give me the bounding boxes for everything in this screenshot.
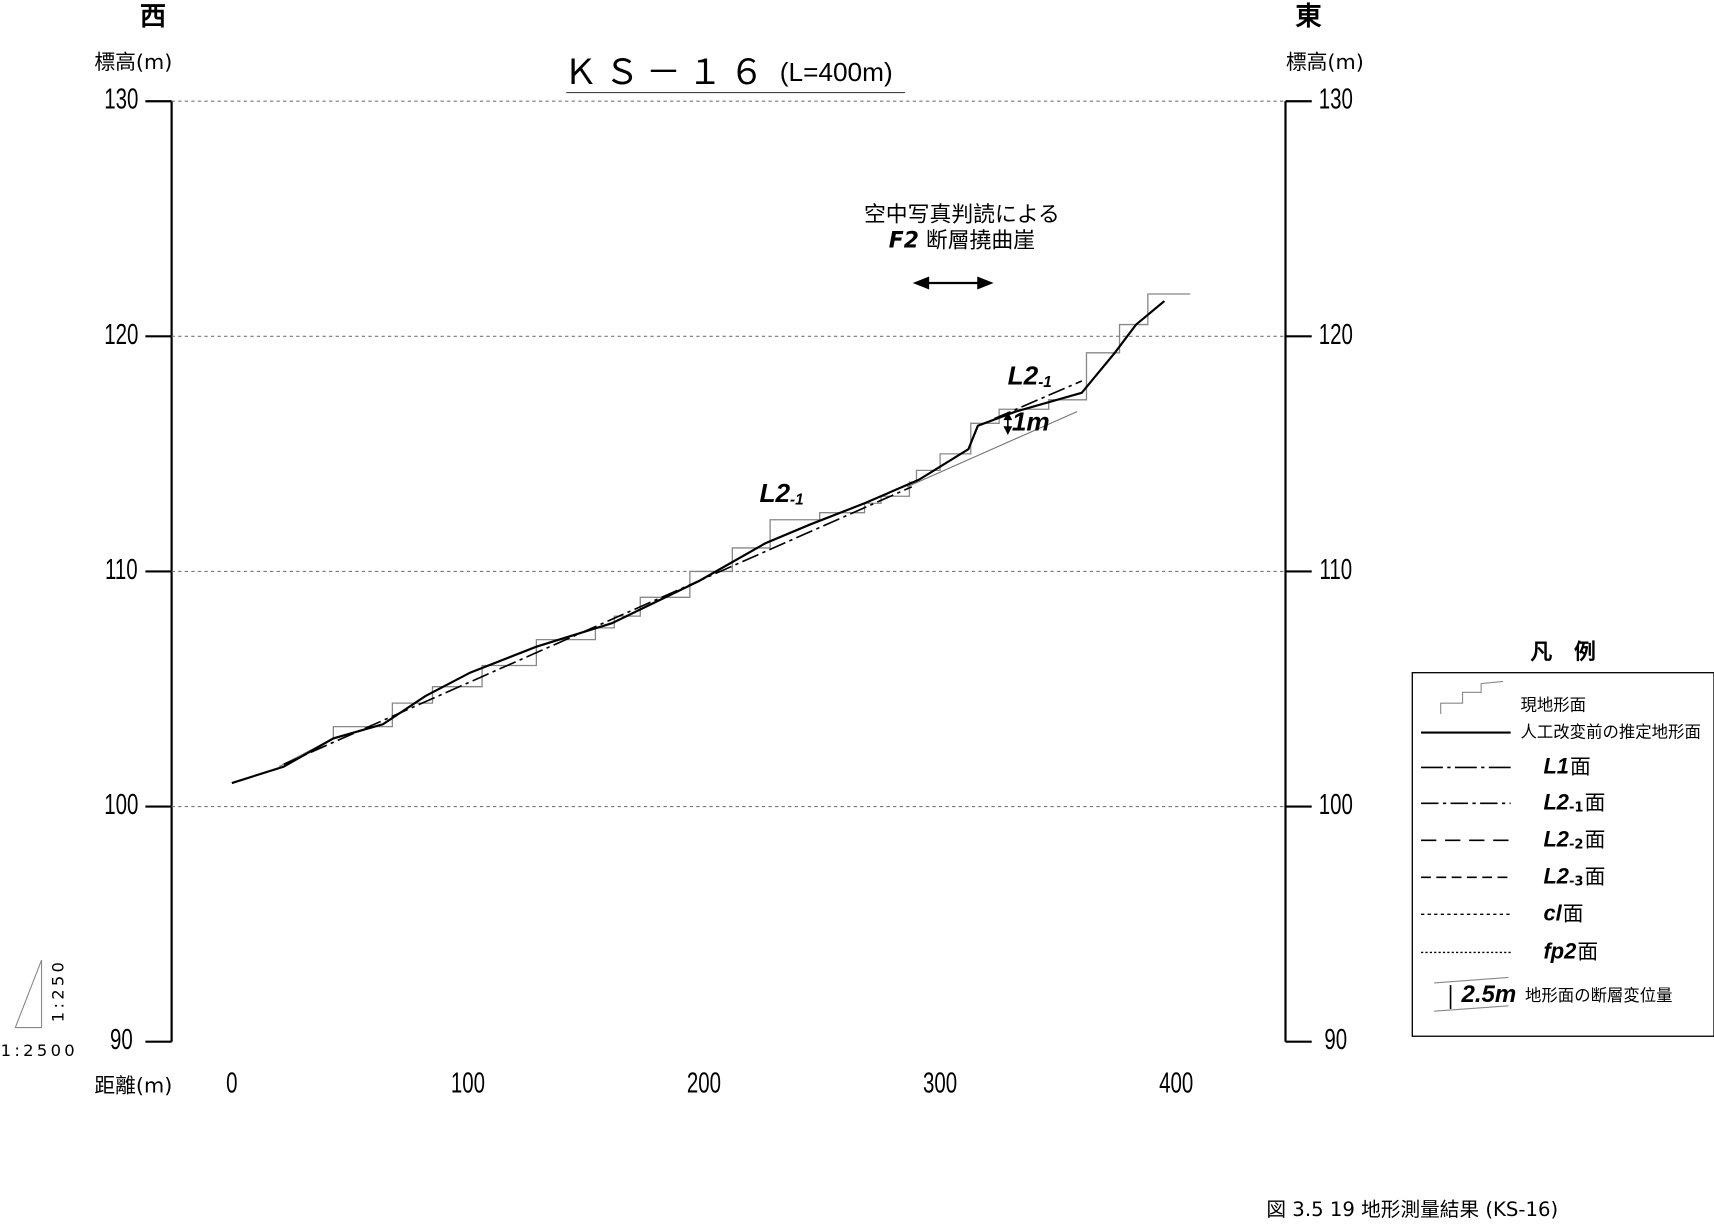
east-label: 東 bbox=[1295, 2, 1322, 32]
series-line bbox=[906, 411, 1078, 488]
scale-triangle bbox=[14, 959, 43, 1029]
legend-label-main: 2.5m bbox=[1460, 981, 1516, 1008]
y-tick-label: 90 bbox=[110, 1025, 133, 1056]
legend-label: 現地形面 bbox=[1521, 695, 1587, 714]
legend-sample bbox=[1434, 1005, 1509, 1012]
x-tick-label: 0 bbox=[226, 1069, 237, 1100]
surface-label-sub: -1 bbox=[1038, 374, 1052, 391]
surface-label: L2-1 bbox=[1008, 361, 1052, 392]
y2-tick-label: 130 bbox=[1319, 85, 1353, 116]
y2-tick-label: 120 bbox=[1319, 320, 1353, 351]
legend-label-main: L2 bbox=[1543, 863, 1568, 888]
surface-label-sub: -1 bbox=[790, 492, 804, 509]
legend-label-text: 面 bbox=[1577, 939, 1598, 963]
legend-label-text: 面 bbox=[1585, 790, 1606, 814]
legend-label: fp2面 bbox=[1543, 938, 1598, 963]
legend-label-text: 面 bbox=[1563, 901, 1584, 925]
legend-label-sub: -1 bbox=[1569, 800, 1584, 815]
legend-title: 凡 例 bbox=[1530, 640, 1596, 665]
fault-arrow bbox=[912, 276, 994, 290]
surface-label: L2 bbox=[759, 478, 790, 508]
west-label: 西 bbox=[140, 2, 166, 32]
legend-label: L2-2面 bbox=[1543, 826, 1605, 852]
chart-title: ＫＳ－１６ bbox=[563, 53, 771, 93]
x-tick-label: 100 bbox=[451, 1069, 485, 1100]
legend-label-text: 面 bbox=[1570, 754, 1591, 778]
legend-sample bbox=[1440, 680, 1504, 715]
series-line bbox=[994, 380, 1083, 420]
chart-subtitle: (L=400m) bbox=[780, 57, 893, 87]
legend-label-main: fp2 bbox=[1543, 938, 1576, 963]
scale-vertical: 1:250 bbox=[49, 959, 68, 1022]
displacement-label: 1m bbox=[1012, 406, 1050, 436]
legend-label: L1面 bbox=[1543, 753, 1590, 778]
annotation: F2 断層撓曲崖 bbox=[889, 229, 1035, 254]
legend-label-text: 現地形面 bbox=[1521, 695, 1587, 714]
y-tick-label: 130 bbox=[104, 85, 138, 116]
legend-label-text: 面 bbox=[1585, 827, 1606, 851]
surface-label: L2 bbox=[1008, 361, 1039, 391]
y-tick-label: 110 bbox=[105, 555, 138, 586]
annotation: 断層撓曲崖 bbox=[926, 229, 1035, 254]
legend-label-main: L2 bbox=[1543, 826, 1568, 851]
y2-axis-label: 標高(m) bbox=[1286, 50, 1364, 74]
legend-label: 人工改変前の推定地形面 bbox=[1521, 722, 1701, 741]
y2-tick-label: 110 bbox=[1319, 555, 1352, 586]
y2-tick-label: 100 bbox=[1319, 790, 1353, 821]
x-tick-label: 400 bbox=[1159, 1069, 1193, 1100]
series-line bbox=[283, 486, 913, 766]
x-axis-label: 距離(m) bbox=[94, 1073, 172, 1097]
legend-label: L2-3面 bbox=[1543, 863, 1605, 889]
legend-label-text: 面 bbox=[1585, 864, 1606, 888]
annotation: 空中写真判読による bbox=[864, 203, 1060, 228]
legend-label-main: cl bbox=[1543, 900, 1562, 925]
legend-label-text: 地形面の断層変位量 bbox=[1525, 985, 1673, 1004]
series-line bbox=[278, 293, 1191, 768]
legend-label: L2-1面 bbox=[1543, 789, 1605, 815]
legend-label-text: 人工改変前の推定地形面 bbox=[1521, 722, 1701, 741]
legend-label: cl面 bbox=[1543, 900, 1583, 925]
legend-label: 2.5m 地形面の断層変位量 bbox=[1460, 981, 1672, 1008]
x-tick-label: 200 bbox=[687, 1069, 721, 1100]
legend-label-main: L2 bbox=[1543, 789, 1568, 814]
caption: 図 3.5 19 地形測量結果 (KS-16) bbox=[1266, 1198, 1558, 1221]
series-line bbox=[231, 300, 1166, 785]
x-tick-label: 300 bbox=[923, 1069, 957, 1100]
legend-label-main: L1 bbox=[1543, 753, 1568, 778]
y-axis-label: 標高(m) bbox=[94, 50, 172, 74]
y-tick-label: 120 bbox=[104, 320, 138, 351]
arrow-head bbox=[1003, 411, 1013, 435]
legend-label-sub: -3 bbox=[1569, 874, 1584, 889]
legend-label-sub: -2 bbox=[1569, 837, 1584, 852]
y-tick-label: 100 bbox=[104, 790, 138, 821]
y2-tick-label: 90 bbox=[1324, 1025, 1347, 1056]
surface-label: L2-1 bbox=[759, 478, 803, 509]
scale-horizontal: 1:2500 bbox=[1, 1041, 78, 1060]
legend-sample bbox=[1434, 976, 1509, 984]
legend-box bbox=[1411, 672, 1714, 1037]
annotation: F2 bbox=[889, 229, 919, 254]
